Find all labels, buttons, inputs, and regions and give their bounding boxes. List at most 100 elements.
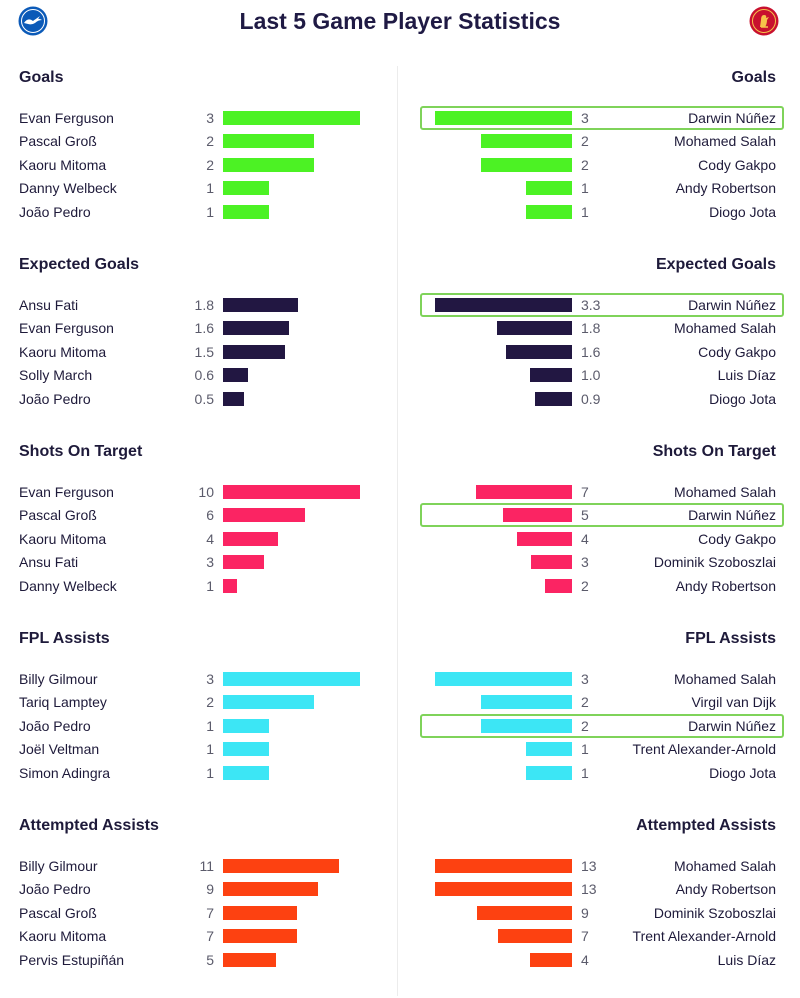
stat-bar xyxy=(223,508,305,523)
player-name: João Pedro xyxy=(19,881,91,898)
stat-bar xyxy=(223,391,244,406)
left-stat-row: Simon Adingra 1 xyxy=(0,763,800,783)
stat-bar xyxy=(498,929,572,944)
right-stat-row: Dominik Szoboszlai 9 xyxy=(0,903,800,923)
player-name: Pervis Estupiñán xyxy=(19,951,125,968)
player-name: Danny Welbeck xyxy=(19,180,117,197)
right-stat-row: Darwin Núñez 3 xyxy=(0,108,800,128)
stat-value-label: 1.5 xyxy=(194,343,214,360)
stat-value-label: 7 xyxy=(206,904,214,921)
page-title: Last 5 Game Player Statistics xyxy=(239,8,561,34)
stat-value-label: 1.8 xyxy=(581,320,601,337)
player-name: João Pedro xyxy=(19,203,91,220)
left-stat-row: João Pedro 9 xyxy=(0,879,800,899)
left-stat-row: Ansu Fati 1.8 xyxy=(0,295,800,315)
stat-value-label: 1 xyxy=(581,764,589,781)
stat-bar xyxy=(223,181,269,196)
stat-bar xyxy=(223,859,339,873)
right-stat-row: Dominik Szoboszlai 3 xyxy=(0,552,800,572)
player-name: Kaoru Mitoma xyxy=(19,928,107,945)
player-name: Kaoru Mitoma xyxy=(19,343,107,360)
left-stat-row: Kaoru Mitoma 4 xyxy=(0,529,800,549)
left-stat-row: Billy Gilmour 11 xyxy=(0,856,800,876)
player-name: Ansu Fati xyxy=(19,297,79,313)
stat-bar xyxy=(223,111,360,125)
stat-value-label: 1 xyxy=(581,180,589,197)
stat-value-label: 9 xyxy=(581,904,589,921)
player-name: Darwin Núñez xyxy=(688,110,776,126)
stat-value-label: 2 xyxy=(206,156,214,173)
right-stat-row: Mohamed Salah 7 xyxy=(0,482,800,502)
stat-bar xyxy=(223,578,237,593)
stat-value-label: 5 xyxy=(206,951,214,968)
stat-value-label: 3 xyxy=(581,110,589,126)
highlight-box xyxy=(420,713,784,738)
player-name: Kaoru Mitoma xyxy=(19,156,107,173)
player-name: Diogo Jota xyxy=(709,203,776,220)
player-name: Diogo Jota xyxy=(709,390,776,407)
stat-bar xyxy=(223,882,318,897)
left-stat-row: João Pedro 1 xyxy=(0,202,800,222)
left-section-title: FPL Assists xyxy=(19,630,110,647)
stat-value-label: 4 xyxy=(581,951,589,968)
right-stat-row: Diogo Jota 1 xyxy=(0,202,800,222)
stat-value-label: 3.3 xyxy=(581,297,601,313)
stat-bar xyxy=(506,344,572,359)
player-name: Solly March xyxy=(19,367,93,384)
player-name: Cody Gakpo xyxy=(698,530,776,547)
stat-bar xyxy=(223,718,269,733)
left-stat-row: Joël Veltman 1 xyxy=(0,739,800,759)
stat-bar xyxy=(223,298,298,312)
stat-bar xyxy=(223,905,297,920)
stat-value-label: 2 xyxy=(581,577,589,594)
player-name: Andy Robertson xyxy=(675,577,776,594)
player-name: Andy Robertson xyxy=(675,180,776,197)
stat-bar xyxy=(223,929,297,944)
stat-bar xyxy=(223,134,314,149)
player-name: Danny Welbeck xyxy=(19,577,117,594)
stat-value-label: 4 xyxy=(581,530,589,547)
stat-bar xyxy=(535,391,572,406)
stat-value-label: 4 xyxy=(206,530,214,547)
player-name: Mohamed Salah xyxy=(674,320,776,337)
stat-value-label: 1 xyxy=(206,577,214,594)
right-section-title: Goals xyxy=(731,69,776,86)
stat-bar xyxy=(223,368,248,383)
stat-bar xyxy=(481,157,572,172)
stat-value-label: 5 xyxy=(581,507,589,524)
right-stat-row: Mohamed Salah 1.8 xyxy=(0,318,800,338)
stat-value-label: 3 xyxy=(581,554,589,571)
player-name: Diogo Jota xyxy=(709,764,776,781)
player-name: Trent Alexander-Arnold xyxy=(632,741,776,758)
stat-value-label: 2 xyxy=(581,694,589,711)
stat-value-label: 1.6 xyxy=(581,343,601,360)
player-name: Darwin Núñez xyxy=(688,297,776,313)
stat-bar xyxy=(223,765,269,780)
right-stat-row: Diogo Jota 1 xyxy=(0,763,800,783)
right-stat-row: Luis Díaz 4 xyxy=(0,950,800,970)
right-section-title: Attempted Assists xyxy=(636,817,776,834)
stat-bar xyxy=(530,368,572,383)
stat-bar xyxy=(481,718,572,733)
stat-bar xyxy=(223,321,289,336)
left-stat-row: Billy Gilmour 3 xyxy=(0,669,800,689)
player-name: Mohamed Salah xyxy=(674,484,776,500)
player-name: Mohamed Salah xyxy=(674,858,776,874)
right-stat-row: Cody Gakpo 2 xyxy=(0,155,800,175)
player-name: Pascal Groß xyxy=(19,904,97,921)
right-stat-row: Darwin Núñez 3.3 xyxy=(0,295,800,315)
player-name: Luis Díaz xyxy=(717,951,776,968)
stat-value-label: 0.5 xyxy=(194,390,214,407)
right-stat-row: Luis Díaz 1.0 xyxy=(0,365,800,385)
right-stat-row: Mohamed Salah 13 xyxy=(0,856,800,876)
left-stat-row: Pascal Groß 2 xyxy=(0,131,800,151)
player-name: Evan Ferguson xyxy=(19,110,114,126)
left-stat-row: Tariq Lamptey 2 xyxy=(0,692,800,712)
right-stat-row: Mohamed Salah 3 xyxy=(0,669,800,689)
right-stat-row: Cody Gakpo 4 xyxy=(0,529,800,549)
stat-value-label: 3 xyxy=(206,671,214,687)
player-name: Mohamed Salah xyxy=(674,133,776,150)
highlight-box xyxy=(420,106,784,130)
stat-value-label: 1 xyxy=(206,180,214,197)
player-name: Cody Gakpo xyxy=(698,343,776,360)
